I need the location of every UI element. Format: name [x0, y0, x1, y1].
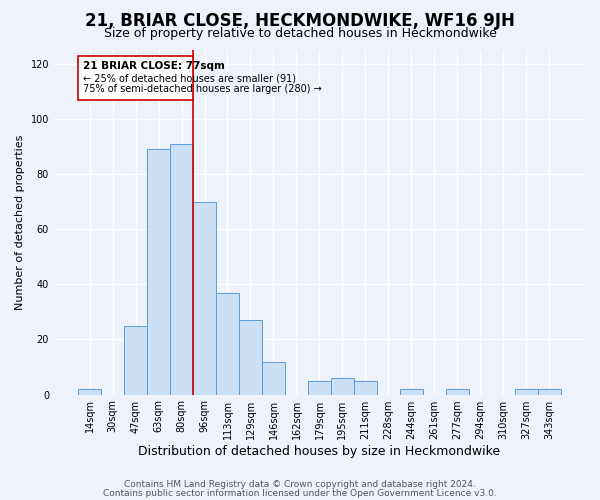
Text: Size of property relative to detached houses in Heckmondwike: Size of property relative to detached ho…	[104, 28, 496, 40]
Bar	[538, 389, 561, 394]
Text: 21, BRIAR CLOSE, HECKMONDWIKE, WF16 9JH: 21, BRIAR CLOSE, HECKMONDWIKE, WF16 9JH	[85, 12, 515, 30]
Bar	[515, 389, 538, 394]
Y-axis label: Number of detached properties: Number of detached properties	[15, 134, 25, 310]
Bar	[354, 381, 377, 394]
Text: Contains public sector information licensed under the Open Government Licence v3: Contains public sector information licen…	[103, 488, 497, 498]
Bar	[78, 389, 101, 394]
X-axis label: Distribution of detached houses by size in Heckmondwike: Distribution of detached houses by size …	[139, 444, 500, 458]
Text: 75% of semi-detached houses are larger (280) →: 75% of semi-detached houses are larger (…	[83, 84, 322, 94]
Bar	[262, 362, 285, 394]
Bar	[124, 326, 147, 394]
Text: ← 25% of detached houses are smaller (91): ← 25% of detached houses are smaller (91…	[83, 74, 296, 84]
Bar	[446, 389, 469, 394]
Bar	[400, 389, 423, 394]
Text: Contains HM Land Registry data © Crown copyright and database right 2024.: Contains HM Land Registry data © Crown c…	[124, 480, 476, 489]
Bar	[239, 320, 262, 394]
Bar	[216, 292, 239, 394]
Bar	[170, 144, 193, 394]
FancyBboxPatch shape	[78, 56, 193, 100]
Text: 21 BRIAR CLOSE: 77sqm: 21 BRIAR CLOSE: 77sqm	[83, 61, 224, 71]
Bar	[331, 378, 354, 394]
Bar	[193, 202, 216, 394]
Bar	[308, 381, 331, 394]
Bar	[147, 149, 170, 394]
